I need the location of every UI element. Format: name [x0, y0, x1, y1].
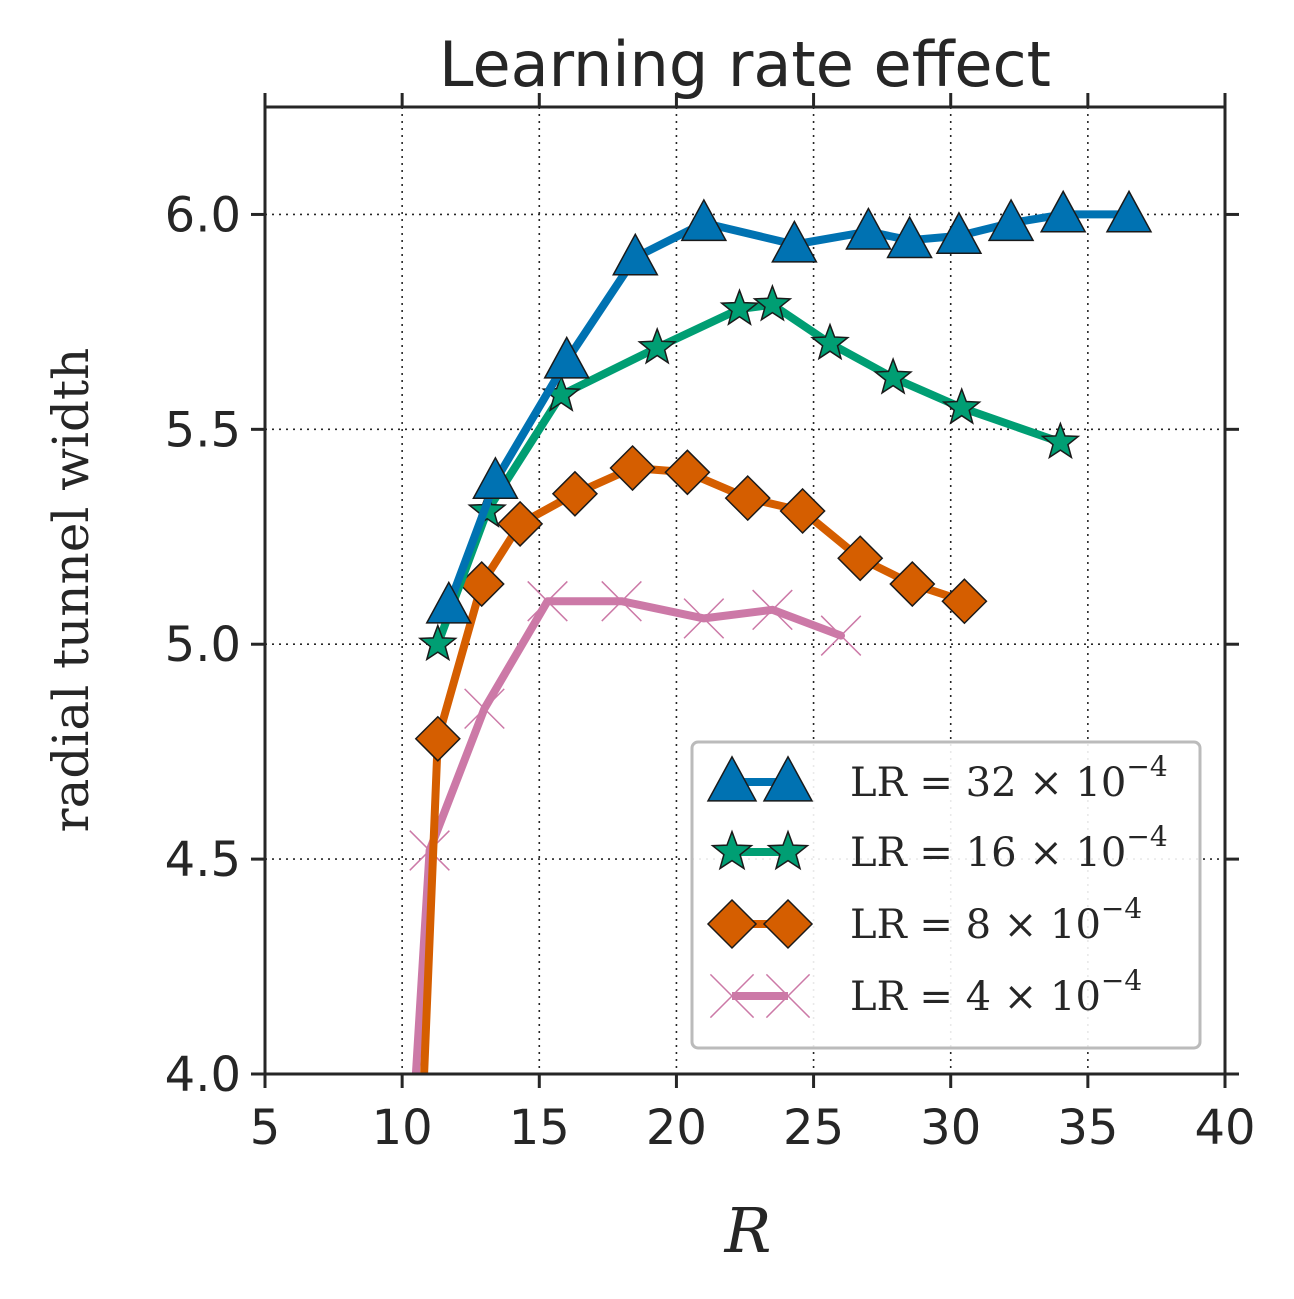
- y-axis-label: radial tunnel width: [42, 348, 100, 833]
- data-point-triangle: [935, 211, 983, 255]
- data-point-diamond: [706, 898, 758, 950]
- data-point-star: [710, 829, 754, 871]
- legend: LR = 32 × 10−4 LR = 16 × 10−4 LR = 8 × 10−…: [690, 740, 1202, 1050]
- legend-entries: LR = 32 × 10−4 LR = 16 × 10−4 LR = 8 × 10−…: [706, 750, 1168, 1020]
- series-layer: [409, 189, 1153, 1074]
- series-line: [433, 300, 1065, 649]
- data-point-star: [719, 288, 760, 326]
- data-point-triangle: [706, 755, 758, 802]
- data-point-triangle: [425, 580, 473, 624]
- data-point-diamond: [497, 500, 544, 547]
- data-point-diamond: [724, 475, 771, 522]
- data-point-diamond: [664, 449, 711, 496]
- legend-exponent: −4: [1126, 750, 1167, 783]
- data-point-triangle: [1039, 189, 1087, 233]
- data-point-diamond: [414, 715, 461, 762]
- legend-label: LR = 32 × 10−4: [850, 750, 1168, 806]
- legend-label: LR = 4 × 10−4: [850, 964, 1142, 1020]
- data-point-triangle: [612, 232, 659, 276]
- legend-label: LR = 16 × 10−4: [850, 820, 1168, 876]
- data-point-star: [810, 322, 850, 361]
- x-tick-label: 20: [646, 1100, 707, 1156]
- x-tick-label: 40: [1194, 1100, 1255, 1156]
- data-point-diamond: [837, 535, 884, 582]
- legend-exponent: −4: [1101, 964, 1142, 997]
- data-point-diamond: [889, 560, 936, 608]
- data-point-x: [765, 973, 811, 1019]
- x-axis-label: R: [724, 1194, 772, 1267]
- data-point-triangle: [680, 198, 728, 242]
- x-tick-label: 25: [783, 1100, 844, 1156]
- legend-box: [690, 740, 1202, 1050]
- data-point-star: [873, 356, 913, 395]
- data-point-x: [683, 598, 725, 639]
- data-point-triangle: [543, 335, 590, 379]
- data-point-triangle: [771, 219, 818, 263]
- y-tick-label: 4.0: [165, 1047, 241, 1103]
- data-point-star: [766, 829, 810, 871]
- series-group: [411, 597, 845, 1074]
- data-point-triangle: [472, 456, 519, 499]
- legend-exponent: −4: [1126, 820, 1167, 853]
- x-tick-label: 10: [372, 1100, 433, 1156]
- series-markers: [414, 444, 988, 762]
- y-tick-label: 5.0: [165, 617, 241, 673]
- data-point-triangle: [845, 206, 892, 250]
- data-point-star: [752, 283, 793, 322]
- data-point-star: [1040, 421, 1081, 460]
- data-point-diamond: [941, 578, 988, 625]
- data-point-diamond: [609, 444, 656, 492]
- x-tick-label: 30: [920, 1100, 981, 1156]
- series-group: [433, 300, 1065, 649]
- axis-ticks: 5 10 15 20 25 30 35 40 4.0 4.5 5.0 5.5 6.0: [165, 93, 1256, 1156]
- data-point-triangle: [762, 755, 814, 802]
- data-point-triangle: [886, 215, 933, 259]
- data-point-x: [709, 973, 755, 1019]
- data-point-x: [820, 615, 862, 656]
- data-point-diamond: [779, 487, 826, 535]
- data-point-star: [637, 326, 678, 365]
- x-tick-label: 15: [509, 1100, 570, 1156]
- data-point-star: [941, 386, 982, 425]
- series-markers: [425, 189, 1153, 624]
- x-tick-label: 35: [1057, 1100, 1118, 1156]
- y-tick-label: 4.5: [165, 832, 241, 888]
- legend-label: LR = 8 × 10−4: [850, 892, 1142, 948]
- y-tick-label: 6.0: [165, 187, 241, 243]
- data-point-triangle: [987, 198, 1035, 242]
- data-point-diamond: [551, 470, 599, 517]
- plot-frame: [263, 105, 1227, 1076]
- legend-exponent: −4: [1101, 892, 1142, 925]
- chart-title: Learning rate effect: [439, 28, 1051, 101]
- data-point-x: [464, 688, 505, 730]
- series-markers: [409, 580, 862, 871]
- y-tick-label: 5.5: [165, 402, 241, 458]
- series-markers: [417, 283, 1081, 662]
- data-point-x: [527, 580, 568, 622]
- data-point-star: [417, 623, 458, 662]
- data-point-x: [601, 580, 642, 622]
- data-point-diamond: [762, 898, 814, 950]
- data-point-triangle: [1105, 189, 1153, 233]
- data-point-x: [752, 589, 793, 631]
- x-tick-label: 5: [250, 1100, 281, 1156]
- series-line: [411, 597, 845, 1074]
